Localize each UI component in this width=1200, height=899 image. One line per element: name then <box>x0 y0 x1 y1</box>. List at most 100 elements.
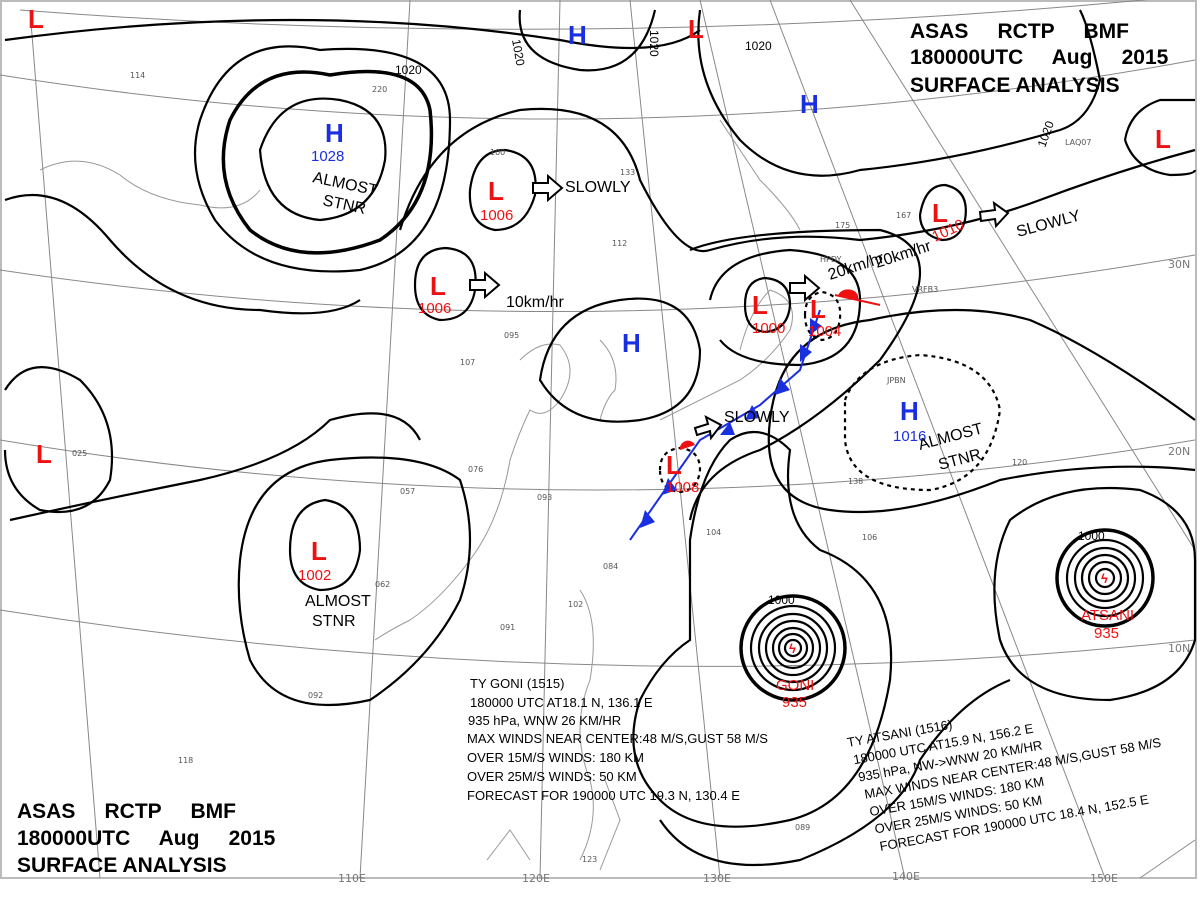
high-center-symbol: H <box>800 89 819 119</box>
isobar-top-east-2 <box>1123 139 1197 177</box>
station-label: 112 <box>612 239 627 248</box>
low-center-symbol: L <box>666 450 682 480</box>
isobar-pacific-outer <box>659 678 1011 867</box>
arrow-right-icon <box>693 415 723 441</box>
station-label: 120 <box>1012 458 1027 467</box>
station-label: LAQ07 <box>1065 138 1091 147</box>
isobar-top-east <box>1123 98 1195 141</box>
isobar-east-1010 <box>918 183 967 242</box>
longitude-label: 150E <box>1090 872 1118 885</box>
isobar-1000-japan <box>743 276 792 334</box>
latitude-label: 20N <box>1168 445 1190 458</box>
warm-front-semicircle <box>679 440 695 450</box>
isobar-label: 1020 <box>745 39 772 53</box>
isobar-japan-outer <box>688 228 922 521</box>
cold-front-triangle <box>720 422 735 435</box>
low-center-value: 1008 <box>666 479 699 496</box>
isobar-ne-1020 <box>697 9 1102 177</box>
goni-ring <box>749 604 837 692</box>
typhoon-goni-info: TY GONI (1515) 180000 UTC AT18.1 N, 136.… <box>467 676 768 803</box>
low-center-value: 1006 <box>418 300 451 317</box>
coast-philippines-south <box>599 779 621 871</box>
low-center-symbol: L <box>430 271 446 301</box>
station-label: 102 <box>568 600 583 609</box>
footer-line: 180000UTC Aug 2015 <box>17 827 276 850</box>
station-label: 062 <box>375 580 390 589</box>
typhoon-symbol-icon: ϟ <box>789 641 796 656</box>
typhoon-pressure: 935 <box>782 694 807 711</box>
station-label: 025 <box>72 449 87 458</box>
station-label: 133 <box>620 168 635 177</box>
coastlines <box>39 119 801 871</box>
latitude-label: 30N <box>1168 258 1190 271</box>
typhoon-symbol-icon: ϟ <box>1101 571 1108 586</box>
station-label: 123 <box>582 855 597 864</box>
longitude-line-140e <box>699 0 906 879</box>
high-center-symbol: H <box>622 328 641 358</box>
typhoon-name: GONI <box>776 677 814 694</box>
coast-china <box>374 343 571 641</box>
isobar-1006-north <box>468 148 537 232</box>
station-label: 089 <box>795 823 810 832</box>
isobars <box>3 9 1197 867</box>
longitude-line-110e <box>359 0 411 879</box>
cold-front-triangle <box>745 405 760 420</box>
station-label: 076 <box>468 465 483 474</box>
typhoon-name: ATSANI <box>1081 607 1134 624</box>
goni-ring <box>771 626 815 670</box>
atsani-ring <box>1065 538 1145 618</box>
goni-info-line: TY GONI (1515) <box>470 676 564 691</box>
longitude-label: 110E <box>338 872 366 885</box>
low-center-symbol: L <box>28 4 44 34</box>
station-label: 092 <box>308 691 323 700</box>
header-line: 180000UTC Aug 2015 <box>910 46 1169 69</box>
longitude-label: 140E <box>892 870 920 883</box>
arrow-right-icon <box>532 173 564 203</box>
latitude-line-10n <box>0 609 1196 667</box>
pressure-centers: H 1028 H H H H 1016 L 1006 L 1006 L 1002… <box>28 4 1171 711</box>
high-center-value: 1016 <box>893 428 926 445</box>
motion-label: SLOWLY <box>724 409 790 426</box>
longitude-line-130e <box>629 0 721 879</box>
isobar-sea-of-japan <box>538 297 702 423</box>
almost-stnr-label: STNR <box>312 613 356 630</box>
isobar-label: 1020 <box>647 30 661 57</box>
station-label: 167 <box>896 211 911 220</box>
longitude-label: 130E <box>703 872 731 885</box>
low-center-symbol: L <box>688 14 704 44</box>
isobar-label: 1000 <box>1078 529 1105 543</box>
isobar-west-trough <box>4 193 361 315</box>
isobar-1020-west <box>221 69 434 255</box>
isobar-1028-ring <box>258 97 387 222</box>
station-label: 100 <box>490 148 505 157</box>
station-label: VRFB3 <box>912 285 938 294</box>
typhoon-goni-isobars: ϟ <box>739 594 847 702</box>
arrow-right-icon <box>978 200 1010 229</box>
latitude-line-50n <box>19 0 1149 30</box>
cold-front-triangle <box>640 510 655 528</box>
coast-korea <box>599 339 617 421</box>
corner-line <box>1139 839 1196 879</box>
station-label: 107 <box>460 358 475 367</box>
station-label: 093 <box>537 493 552 502</box>
goni-ring <box>764 619 822 677</box>
station-label: 138 <box>848 477 863 486</box>
fronts <box>629 289 881 541</box>
isobar-label: 1020 <box>509 38 527 67</box>
latitude-line-40n <box>0 59 1196 120</box>
goni-info-line: MAX WINDS NEAR CENTER:48 M/S,GUST 58 M/S <box>467 731 768 746</box>
isobar-atsani-outer <box>993 486 1197 702</box>
low-center-symbol: L <box>752 290 768 320</box>
goni-info-line: FORECAST FOR 190000 UTC 19.3 N, 130.4 E <box>467 788 740 803</box>
typhoon-pressure: 935 <box>1094 625 1119 642</box>
isobar-label: 1000 <box>768 593 795 607</box>
latitude-line-20n <box>0 439 1196 491</box>
high-center-symbol: H <box>325 118 344 148</box>
arrow-right-icon <box>789 273 821 303</box>
isobar-east-south <box>767 419 1196 514</box>
latitude-label: 10N <box>1168 642 1190 655</box>
longitude-line-100e <box>29 9 101 879</box>
station-label: 095 <box>504 331 519 340</box>
coast-japan <box>659 289 793 421</box>
warm-front-semicircle <box>838 289 859 299</box>
